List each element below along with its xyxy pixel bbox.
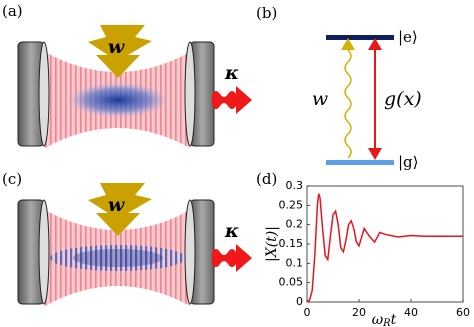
pump-label: w: [108, 36, 125, 58]
ground-level: [326, 160, 394, 165]
panel-label: (c): [2, 170, 22, 188]
y-tick-label: 0.1: [286, 256, 304, 269]
pump-label: w: [108, 194, 125, 216]
y-tick-label: 0.25: [279, 198, 304, 211]
panel-d: (d) |X(t)| ωRt 0 0.05 0.1 0.15 0.2 0.25 0.3 0 20…: [256, 170, 470, 327]
x-tick-label: 20: [352, 306, 366, 319]
panel-c: (c) w κ: [2, 170, 252, 308]
data-line: [306, 193, 463, 303]
x-tick-label: 0: [304, 306, 311, 319]
decay-label: κ: [224, 220, 239, 242]
atom-cloud: [66, 82, 170, 118]
panel-label: (b): [256, 4, 277, 22]
coupling-label: g(x): [384, 88, 422, 110]
excited-level: [326, 35, 394, 40]
drive-arrow: [344, 43, 352, 159]
panel-label: (a): [2, 2, 23, 20]
x-tick-label: 60: [456, 306, 470, 319]
panel-a: (a) w κ: [2, 2, 252, 150]
atom-lattice: [50, 245, 186, 271]
y-tick-label: 0.3: [286, 179, 304, 192]
level-label: |e⟩: [398, 28, 418, 46]
x-axis-label: ωRt: [372, 312, 397, 327]
x-tick-label: 40: [404, 306, 418, 319]
y-tick-label: 0: [296, 295, 303, 308]
y-tick-label: 0.15: [279, 237, 304, 250]
level-label: |g⟩: [398, 153, 419, 171]
y-axis-label: |X(t)|: [264, 226, 280, 262]
y-tick-label: 0.2: [286, 218, 304, 231]
y-tick-label: 0.05: [279, 276, 304, 289]
panel-b: (b) |e⟩ |g⟩ w g(x): [256, 4, 422, 171]
panel-label: (d): [256, 170, 277, 188]
decay-label: κ: [224, 62, 239, 84]
axes-box: [306, 185, 464, 303]
drive-label: w: [312, 88, 328, 110]
